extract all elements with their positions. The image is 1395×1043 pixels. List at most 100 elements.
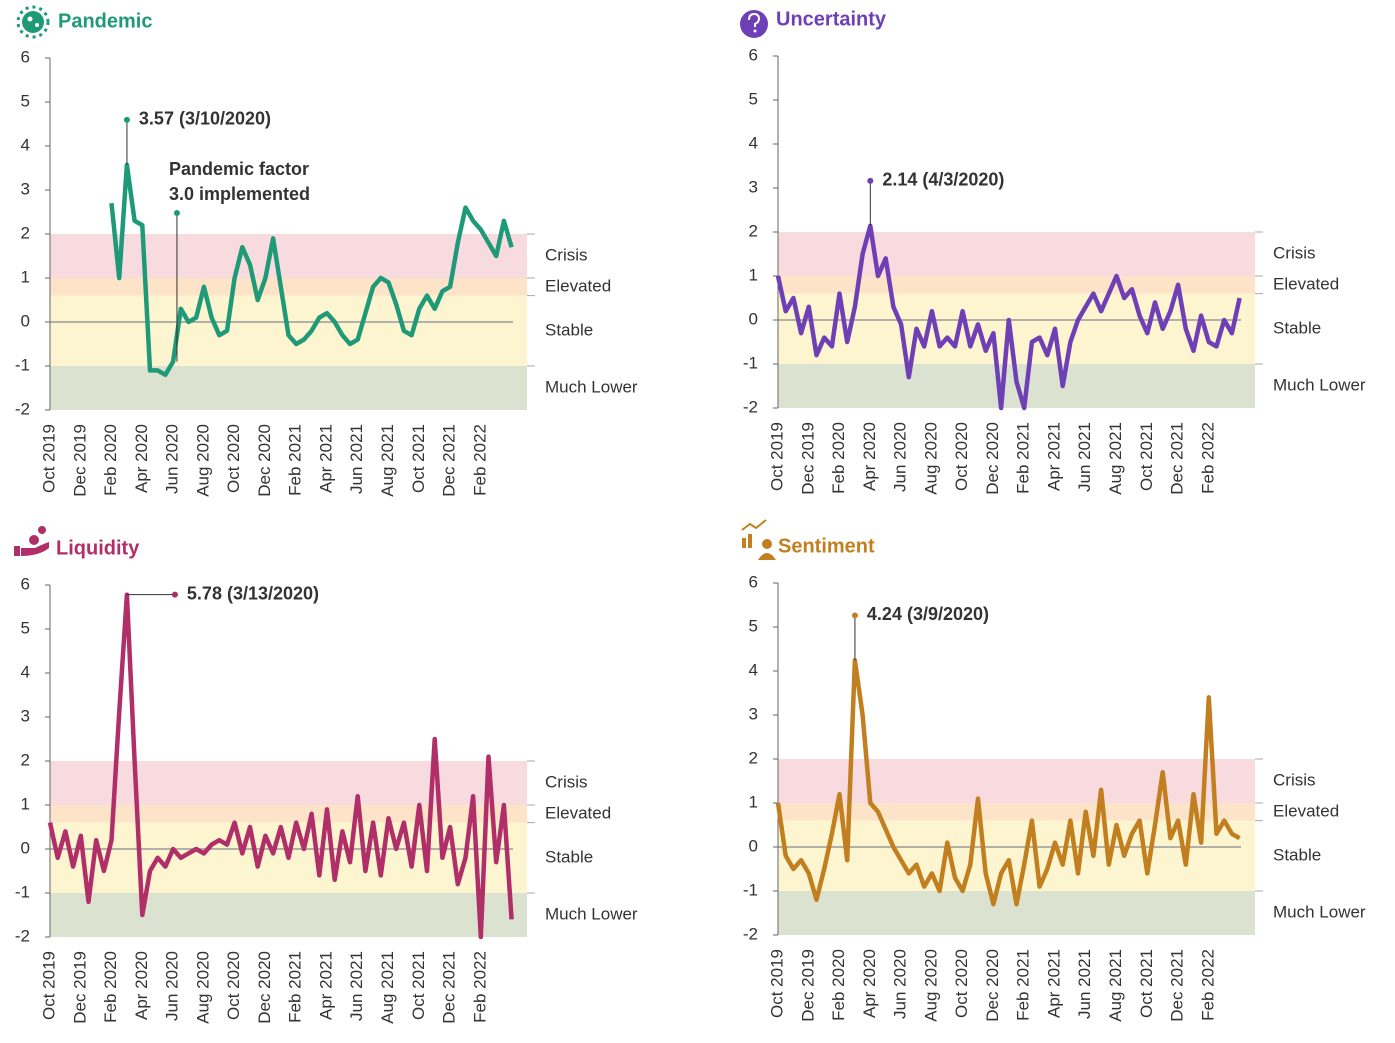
y-tick-label: 0 xyxy=(749,309,758,328)
x-tick-label: Aug 2020 xyxy=(193,424,212,497)
y-tick-label: 1 xyxy=(749,265,758,284)
band xyxy=(50,234,527,278)
band xyxy=(50,893,527,937)
x-tick-label: Apr 2021 xyxy=(1044,949,1063,1018)
band-label: Crisis xyxy=(1273,770,1316,789)
y-tick-label: -2 xyxy=(743,924,758,943)
y-tick-label: 3 xyxy=(21,706,30,725)
band xyxy=(50,366,527,410)
y-tick-label: -1 xyxy=(743,880,758,899)
y-tick-label: 1 xyxy=(21,267,30,286)
x-tick-label: Jun 2021 xyxy=(347,424,366,494)
x-tick-label: Oct 2021 xyxy=(1137,422,1156,491)
x-tick-label: Jun 2021 xyxy=(347,951,366,1021)
annotation-dot xyxy=(123,116,130,123)
y-tick-label: 4 xyxy=(21,135,30,154)
x-tick-label: Dec 2021 xyxy=(440,424,459,497)
x-tick-label: Apr 2021 xyxy=(316,424,335,493)
y-tick-label: 5 xyxy=(749,616,758,635)
x-tick-label: Dec 2020 xyxy=(255,424,274,497)
uncertainty-icon xyxy=(740,10,768,38)
x-tick-label: Aug 2021 xyxy=(378,951,397,1024)
x-tick-label: Dec 2019 xyxy=(798,422,817,495)
y-tick-label: 2 xyxy=(749,221,758,240)
x-tick-label: Dec 2020 xyxy=(983,949,1002,1022)
y-tick-label: 5 xyxy=(21,91,30,110)
band-label: Elevated xyxy=(1273,801,1339,820)
x-tick-label: Oct 2021 xyxy=(409,424,428,493)
x-tick-label: Oct 2019 xyxy=(767,422,786,491)
band-label: Stable xyxy=(545,847,593,866)
band-label: Crisis xyxy=(1273,243,1316,262)
x-tick-label: Dec 2020 xyxy=(255,951,274,1024)
x-tick-label: Dec 2019 xyxy=(70,951,89,1024)
band xyxy=(50,761,527,805)
x-tick-label: Apr 2020 xyxy=(860,422,879,491)
chart-title: Liquidity xyxy=(56,537,140,559)
annotation: Pandemic factor xyxy=(169,159,309,179)
x-tick-label: Jun 2021 xyxy=(1075,949,1094,1019)
x-tick-label: Feb 2022 xyxy=(1198,949,1217,1021)
sentiment-icon xyxy=(741,519,776,560)
band xyxy=(50,805,527,823)
chart-title: Pandemic xyxy=(58,10,152,32)
band-label: Much Lower xyxy=(545,377,638,396)
x-tick-label: Aug 2021 xyxy=(1106,949,1125,1022)
y-tick-label: -2 xyxy=(743,397,758,416)
annotation: 2.14 (4/3/2020) xyxy=(882,170,1004,190)
x-tick-label: Apr 2020 xyxy=(860,949,879,1018)
x-tick-label: Oct 2021 xyxy=(409,951,428,1020)
y-tick-label: -2 xyxy=(15,399,30,418)
x-tick-label: Oct 2019 xyxy=(39,951,58,1020)
y-tick-label: 6 xyxy=(21,574,30,593)
x-tick-label: Feb 2022 xyxy=(1198,422,1217,494)
x-tick-label: Dec 2019 xyxy=(798,949,817,1022)
x-tick-label: Feb 2020 xyxy=(101,424,120,496)
pandemic-icon xyxy=(16,5,50,39)
x-tick-label: Feb 2020 xyxy=(829,422,848,494)
liquidity-icon xyxy=(14,526,49,556)
y-tick-label: 3 xyxy=(749,704,758,723)
x-tick-label: Feb 2021 xyxy=(286,951,305,1023)
x-tick-label: Feb 2021 xyxy=(1014,949,1033,1021)
y-tick-label: -1 xyxy=(743,353,758,372)
y-tick-label: -1 xyxy=(15,882,30,901)
y-tick-label: 2 xyxy=(21,750,30,769)
band-label: Stable xyxy=(1273,845,1321,864)
data-line xyxy=(47,592,514,940)
band-label: Elevated xyxy=(1273,274,1339,293)
band-label: Stable xyxy=(1273,318,1321,337)
band xyxy=(778,232,1255,276)
x-tick-label: Oct 2019 xyxy=(767,949,786,1018)
band-label: Much Lower xyxy=(1273,375,1366,394)
x-tick-label: Oct 2021 xyxy=(1137,949,1156,1018)
y-tick-label: 2 xyxy=(749,748,758,767)
y-tick-label: -2 xyxy=(15,926,30,945)
x-tick-label: Dec 2021 xyxy=(1168,422,1187,495)
x-tick-label: Oct 2020 xyxy=(224,424,243,493)
y-tick-label: -1 xyxy=(15,355,30,374)
band xyxy=(778,820,1255,891)
y-tick-label: 2 xyxy=(21,223,30,242)
x-tick-label: Feb 2022 xyxy=(470,951,489,1023)
x-tick-label: Apr 2021 xyxy=(1044,422,1063,491)
y-tick-label: 1 xyxy=(21,794,30,813)
y-tick-label: 1 xyxy=(749,792,758,811)
y-tick-label: 0 xyxy=(21,311,30,330)
x-tick-label: Oct 2020 xyxy=(224,951,243,1020)
x-tick-label: Dec 2019 xyxy=(70,424,89,497)
band-label: Crisis xyxy=(545,245,588,264)
annotation-dot xyxy=(867,177,874,184)
chart-title: Uncertainty xyxy=(776,8,887,30)
x-tick-label: Oct 2020 xyxy=(952,422,971,491)
band-label: Much Lower xyxy=(545,904,638,923)
x-tick-label: Aug 2020 xyxy=(921,949,940,1022)
data-line xyxy=(775,223,1242,411)
x-tick-label: Feb 2020 xyxy=(101,951,120,1023)
y-tick-label: 6 xyxy=(21,47,30,66)
y-tick-label: 3 xyxy=(749,177,758,196)
x-tick-label: Jun 2020 xyxy=(163,424,182,494)
annotation: 3.0 implemented xyxy=(169,184,310,204)
band xyxy=(778,293,1255,364)
